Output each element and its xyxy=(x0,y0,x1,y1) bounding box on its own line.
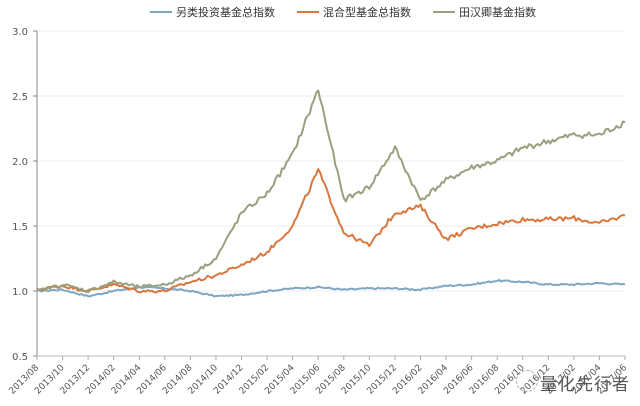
legend-item-hybrid: 混合型基金总指数 xyxy=(297,4,411,20)
y-tick-label: 1.0 xyxy=(12,287,28,298)
y-tick-label: 2.0 xyxy=(12,157,28,168)
legend: 另类投资基金总指数 混合型基金总指数 田汉卿基金指数 xyxy=(150,4,536,20)
gridlines xyxy=(37,30,625,292)
axes: 0.51.01.52.02.53.02013/082013/102013/122… xyxy=(8,27,630,397)
series-line xyxy=(37,89,626,294)
watermark-logo-icon xyxy=(516,370,538,392)
legend-swatch-green xyxy=(433,11,455,13)
series-line xyxy=(36,168,626,294)
y-tick-label: 2.5 xyxy=(12,92,28,103)
watermark: 量化先行者 xyxy=(540,375,630,395)
series-lines xyxy=(36,89,626,298)
legend-item-alternative: 另类投资基金总指数 xyxy=(150,4,275,20)
legend-label: 混合型基金总指数 xyxy=(323,6,411,19)
legend-item-tianhanqing: 田汉卿基金指数 xyxy=(433,4,536,20)
y-tick-label: 0.5 xyxy=(12,352,28,363)
y-tick-label: 1.5 xyxy=(12,222,28,233)
legend-swatch-blue xyxy=(150,11,172,13)
legend-label: 另类投资基金总指数 xyxy=(176,6,275,19)
y-tick-label: 3.0 xyxy=(12,27,28,38)
legend-swatch-orange xyxy=(297,11,319,13)
legend-label: 田汉卿基金指数 xyxy=(459,6,536,19)
